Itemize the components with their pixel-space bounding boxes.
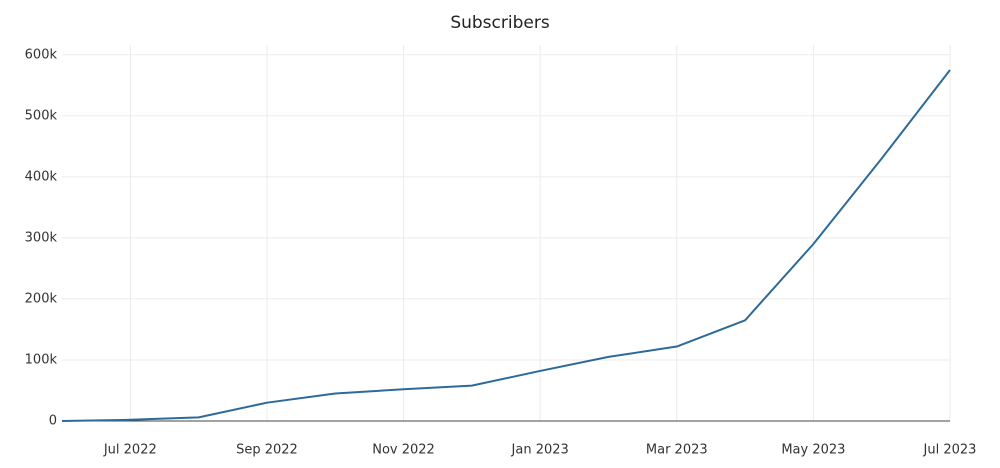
y-tick-label: 300k bbox=[25, 230, 58, 245]
chart-title: Subscribers bbox=[450, 13, 550, 33]
y-tick-label: 200k bbox=[25, 291, 58, 306]
line bbox=[61, 69, 951, 422]
x-tick-label: Jul 2023 bbox=[923, 443, 977, 458]
x-tick-label: Jan 2023 bbox=[511, 443, 569, 458]
y-tick-label: 0 bbox=[49, 414, 57, 429]
y-tick-label: 600k bbox=[25, 47, 58, 62]
y-tick-label: 400k bbox=[25, 169, 58, 184]
x-tick-label: Mar 2023 bbox=[646, 443, 708, 458]
x-tick-label: Jul 2022 bbox=[103, 443, 157, 458]
x-tick-label: May 2023 bbox=[781, 443, 845, 458]
y-tick-label: 100k bbox=[25, 352, 58, 367]
x-tick-label: Nov 2022 bbox=[372, 443, 435, 458]
y-tick-label: 500k bbox=[25, 108, 58, 123]
x-tick-label: Sep 2022 bbox=[236, 443, 298, 458]
